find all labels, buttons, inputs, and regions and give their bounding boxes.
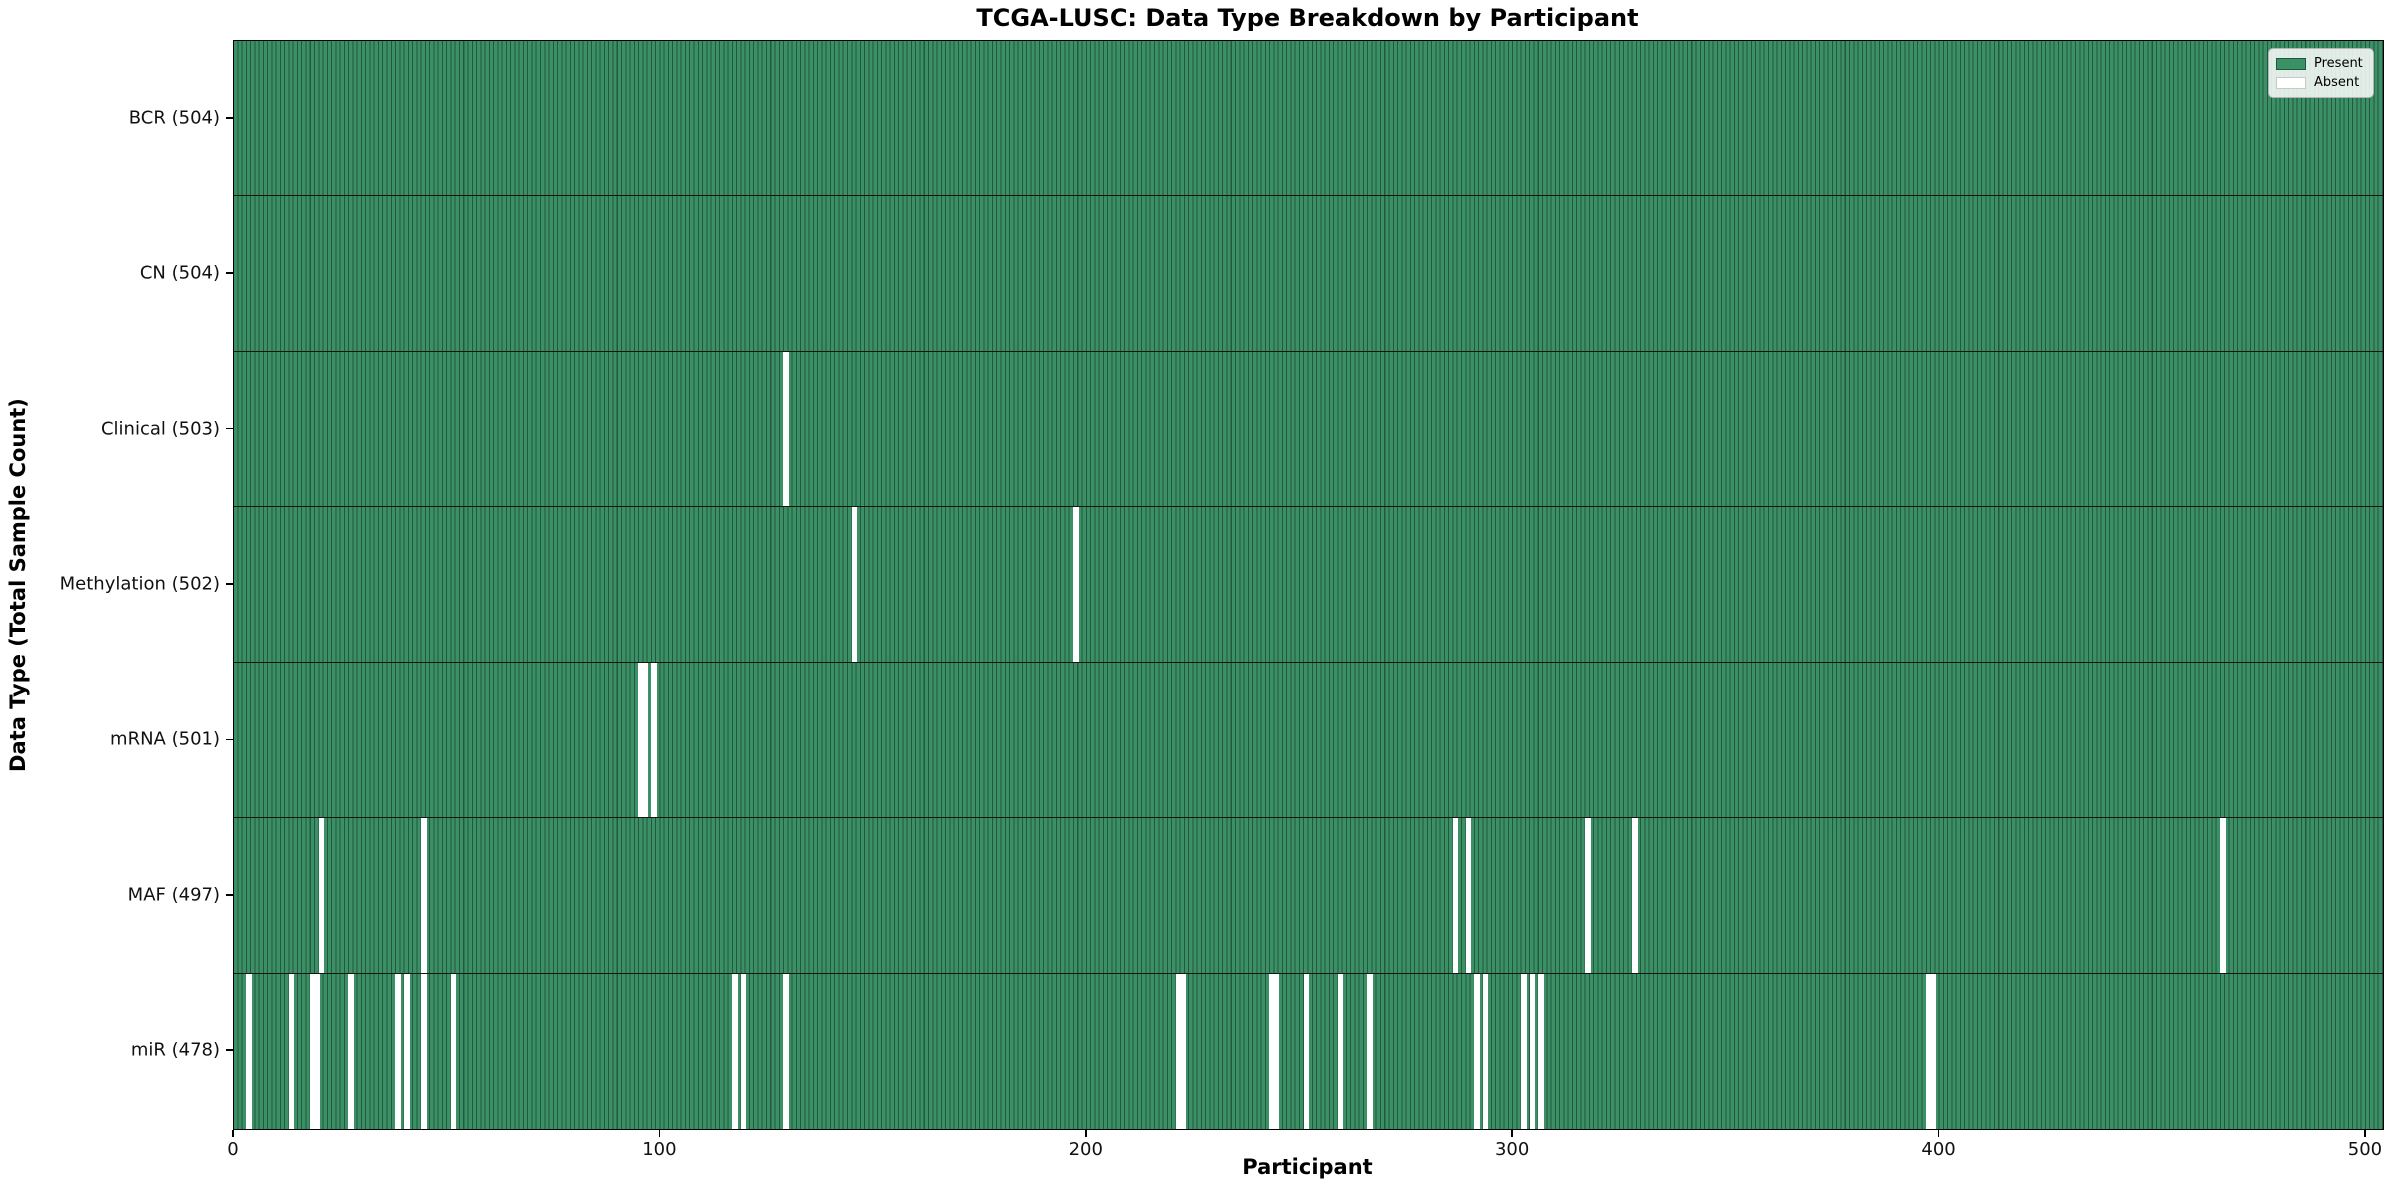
- data-row-bcr: [234, 41, 2383, 197]
- plot-area: Present Absent: [233, 40, 2384, 1130]
- absent-gap: [420, 818, 427, 973]
- absent-gap: [1303, 973, 1310, 1129]
- y-tick: [226, 738, 233, 741]
- absent-gap: [1482, 973, 1489, 1129]
- x-tick: [232, 1130, 234, 1137]
- y-tick: [226, 894, 233, 896]
- legend-item-present: Present: [2276, 54, 2366, 73]
- absent-gap: [1175, 973, 1182, 1129]
- absent-gap: [732, 973, 738, 1129]
- data-row-maf: [234, 818, 2383, 974]
- absent-gap: [740, 973, 747, 1129]
- absent-gap: [1529, 973, 1536, 1129]
- y-tick-label: CN (504): [139, 262, 220, 284]
- absent-gap: [2220, 818, 2226, 973]
- y-tick-label: Methylation (502): [59, 573, 220, 595]
- y-tick: [226, 272, 233, 274]
- y-tick-label: BCR (504): [128, 107, 220, 129]
- absent-gap: [1631, 818, 1638, 973]
- x-tick: [1511, 1130, 1513, 1137]
- absent-gap: [450, 973, 457, 1129]
- y-tick: [226, 1049, 233, 1052]
- legend-item-absent: Absent: [2276, 73, 2366, 92]
- x-tick: [1084, 1130, 1087, 1137]
- data-row-clinical: [234, 351, 2383, 508]
- legend-label-present: Present: [2314, 56, 2363, 71]
- absent-gap: [638, 662, 645, 818]
- data-row-mir: [234, 973, 2383, 1129]
- absent-gap: [310, 973, 316, 1129]
- y-tick: [226, 116, 233, 119]
- absent-gap: [314, 973, 320, 1129]
- absent-gap: [395, 973, 401, 1129]
- absent-swatch-icon: [2276, 76, 2306, 89]
- x-tick: [1937, 1130, 1940, 1137]
- absent-gap: [642, 662, 649, 818]
- absent-gap: [318, 818, 325, 973]
- absent-gap: [1269, 973, 1276, 1129]
- absent-gap: [403, 973, 410, 1129]
- absent-gap: [1179, 973, 1186, 1129]
- y-tick: [226, 427, 233, 430]
- x-tick-label: 500: [2347, 1139, 2383, 1160]
- x-tick-label: 100: [642, 1139, 677, 1160]
- legend-label-absent: Absent: [2314, 75, 2360, 90]
- absent-gap: [348, 973, 355, 1129]
- data-row-methylation: [234, 507, 2383, 663]
- absent-gap: [288, 973, 295, 1129]
- absent-gap: [420, 973, 427, 1129]
- y-tick-label: MAF (497): [127, 884, 220, 906]
- absent-gap: [246, 973, 252, 1129]
- absent-gap: [1926, 973, 1932, 1129]
- absent-gap: [1367, 973, 1374, 1129]
- y-tick-label: miR (478): [130, 1039, 220, 1061]
- chart-title: TCGA-LUSC: Data Type Breakdown by Partic…: [976, 4, 1639, 32]
- y-tick-label: Clinical (503): [100, 418, 220, 440]
- absent-gap: [851, 507, 858, 662]
- absent-gap: [1337, 973, 1344, 1129]
- x-tick-label: 0: [227, 1139, 239, 1160]
- absent-gap: [1538, 973, 1544, 1129]
- x-tick-label: 200: [1068, 1139, 1103, 1160]
- y-tick-label: mRNA (501): [110, 728, 220, 750]
- absent-gap: [1273, 973, 1280, 1129]
- absent-gap: [1520, 973, 1527, 1129]
- x-tick-label: 400: [1921, 1139, 1956, 1160]
- x-tick: [658, 1130, 661, 1137]
- x-axis-title: Participant: [1242, 1155, 1373, 1179]
- absent-gap: [783, 973, 789, 1129]
- y-tick: [226, 583, 233, 585]
- absent-gap: [1930, 973, 1936, 1129]
- absent-gap: [1465, 818, 1472, 973]
- data-row-cn: [234, 196, 2383, 352]
- data-row-mrna: [234, 662, 2383, 819]
- absent-gap: [1452, 818, 1459, 973]
- absent-gap: [1073, 507, 1079, 662]
- present-swatch-icon: [2276, 57, 2306, 70]
- legend: Present Absent: [2268, 48, 2374, 98]
- x-tick-label: 300: [1494, 1139, 1530, 1160]
- absent-gap: [783, 351, 789, 507]
- absent-gap: [1584, 818, 1591, 973]
- absent-gap: [651, 662, 657, 818]
- absent-gap: [1474, 973, 1480, 1129]
- x-tick: [2364, 1130, 2366, 1137]
